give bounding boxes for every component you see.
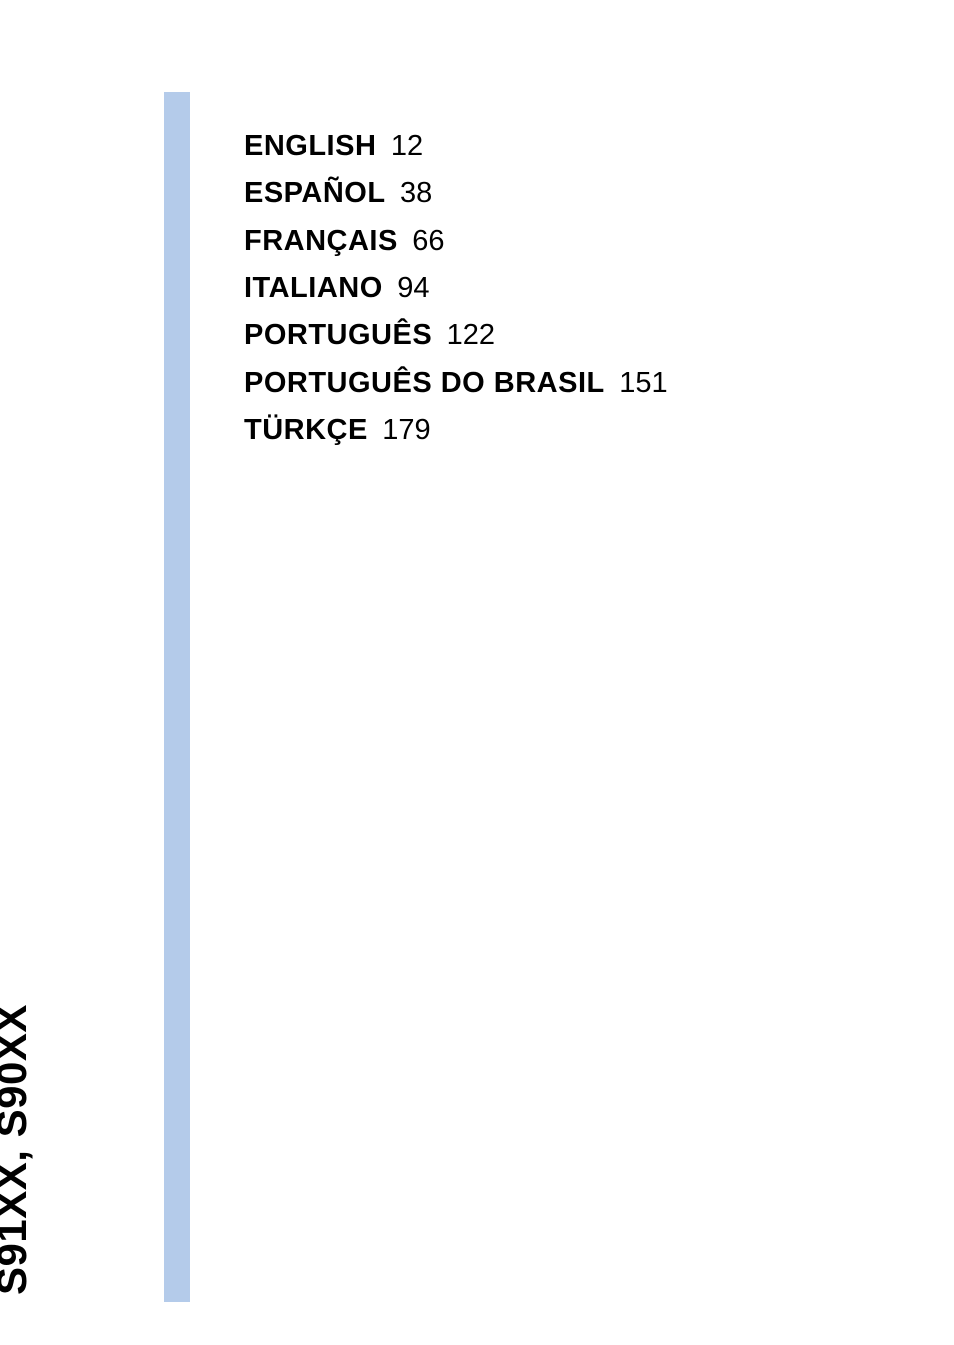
toc-row: ESPAÑOL 38 — [244, 177, 668, 210]
toc-row: FRANÇAIS 66 — [244, 225, 668, 258]
language-label: ENGLISH — [244, 130, 376, 162]
language-label: PORTUGUÊS DO BRASIL — [244, 367, 605, 399]
page-number: 122 — [447, 319, 495, 351]
page-number: 66 — [412, 225, 444, 257]
language-label: ESPAÑOL — [244, 177, 386, 209]
language-label: TÜRKÇE — [244, 414, 368, 446]
page-number: 38 — [400, 177, 432, 209]
page-number: 12 — [391, 130, 423, 162]
language-toc: ENGLISH 12 ESPAÑOL 38 FRANÇAIS 66 ITALIA… — [244, 130, 668, 461]
toc-row: PORTUGUÊS DO BRASIL 151 — [244, 367, 668, 400]
model-number: S91XX, S90XX — [0, 1004, 36, 1295]
manual-toc-page: ENGLISH 12 ESPAÑOL 38 FRANÇAIS 66 ITALIA… — [0, 0, 954, 1345]
page-number: 151 — [619, 367, 667, 399]
accent-bar — [164, 92, 190, 1302]
toc-row: ITALIANO 94 — [244, 272, 668, 305]
page-number: 179 — [382, 414, 430, 446]
toc-row: TÜRKÇE 179 — [244, 414, 668, 447]
language-label: ITALIANO — [244, 272, 383, 304]
page-number: 94 — [397, 272, 429, 304]
toc-row: PORTUGUÊS 122 — [244, 319, 668, 352]
language-label: FRANÇAIS — [244, 225, 398, 257]
language-label: PORTUGUÊS — [244, 319, 432, 351]
toc-row: ENGLISH 12 — [244, 130, 668, 163]
